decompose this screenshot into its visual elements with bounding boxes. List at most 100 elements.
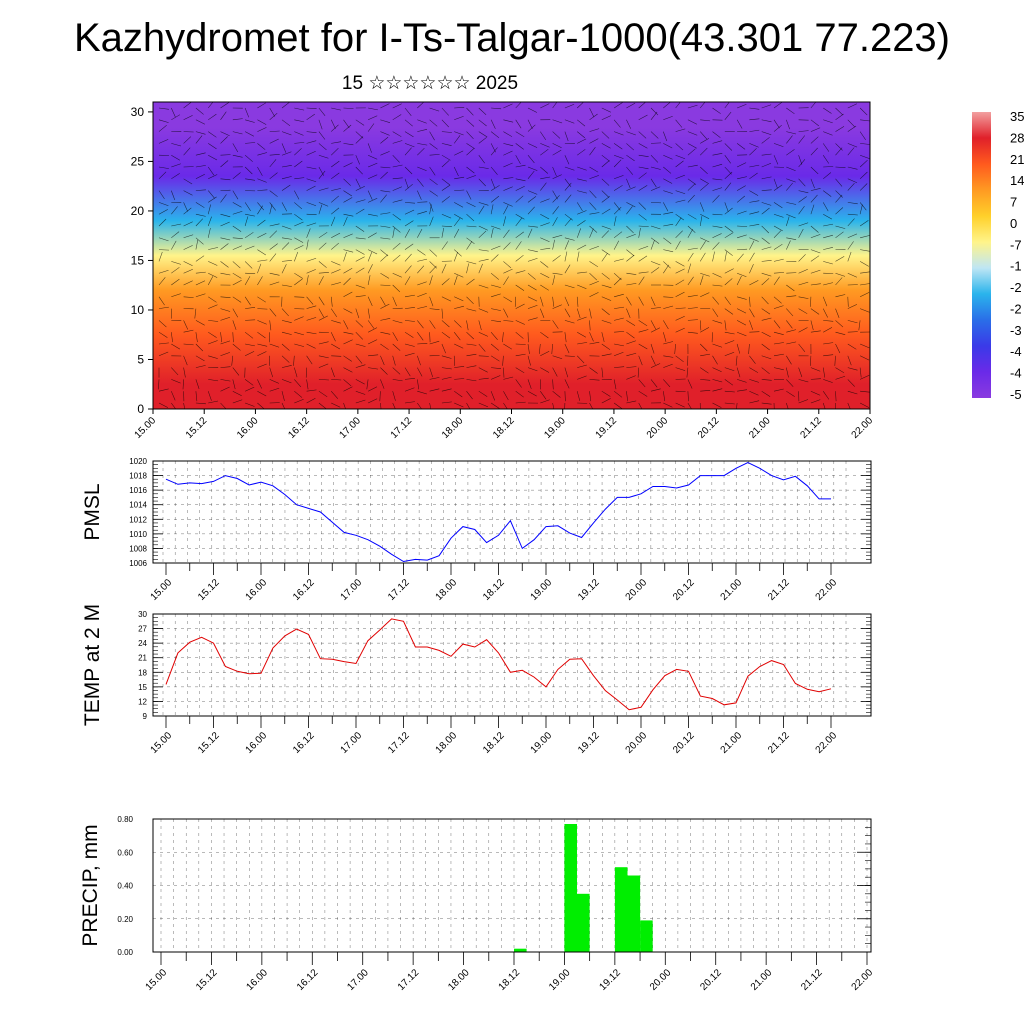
precip-x-tick: 20.00: [648, 967, 674, 993]
pmsl-x-tick: 17.12: [386, 577, 412, 603]
precip-x-tick: 22.00: [850, 967, 876, 993]
temp-series-line: [165, 618, 832, 711]
heatmap-x-tick: 20.00: [645, 415, 671, 441]
temp-y-tick: 18: [138, 668, 147, 677]
precip-x-tick: 20.12: [698, 967, 724, 993]
pmsl-x-tick: 21.00: [719, 577, 745, 603]
colorbar-label: 0: [1010, 216, 1017, 231]
temp-x-tick: 18.12: [481, 730, 507, 756]
heatmap-y-tick: 10: [131, 303, 145, 317]
colorbar-label: 28: [1010, 130, 1024, 145]
colorbar: 35 28 21 14 7 0 -7 -1 -2 -2 -3 -4 -4 -5: [972, 109, 1024, 402]
pmsl-x-tick: 18.00: [434, 577, 460, 603]
pmsl-x-tick: 19.00: [529, 577, 555, 603]
precip-x-tick: 15.00: [144, 967, 170, 993]
heatmap-x-tick: 20.12: [696, 415, 722, 441]
precip-x-tick: 18.00: [446, 967, 472, 993]
precip-bar: [614, 867, 628, 952]
precip-x-tick: 16.12: [295, 967, 321, 993]
pmsl-x-tick: 19.12: [576, 577, 602, 603]
temp-y-tick: 24: [138, 639, 147, 648]
heatmap-x-tick: 21.12: [798, 415, 824, 441]
pmsl-x-tick: 15.12: [196, 577, 222, 603]
pmsl-y-tick: 1006: [129, 559, 147, 568]
temp-ylabel: TEMP at 2 M: [81, 604, 104, 726]
pmsl-y-tick: 1014: [129, 501, 147, 510]
pmsl-x-tick: 20.00: [624, 577, 650, 603]
temp-x-tick: 18.00: [434, 730, 460, 756]
temp-x-tick: 21.12: [766, 730, 792, 756]
heatmap-x-tick: 17.00: [338, 415, 364, 441]
temp-y-tick: 12: [138, 697, 147, 706]
pmsl-panel: 1006 1008 1010 1012 1014 1016 1018 1020 15.00 15.…: [81, 457, 872, 603]
precip-x-tick: 19.00: [547, 967, 573, 993]
temp-x-tick: 15.00: [149, 730, 175, 756]
temp-x-tick: 16.12: [291, 730, 317, 756]
precip-bar: [640, 920, 653, 952]
temp-panel: 9 12 15 18 21 24 27 30 15.00 15.12 16.00 16.12 17.00…: [81, 604, 872, 756]
precip-x-tick: 19.12: [598, 967, 624, 993]
wind-vectors: [158, 102, 870, 409]
temp-y-tick: 30: [138, 610, 147, 619]
heatmap-y-tick: 5: [137, 352, 144, 366]
colorbar-label: -7: [1010, 237, 1022, 252]
precip-y-tick: 0.40: [117, 882, 133, 891]
temp-x-tick: 19.12: [576, 730, 602, 756]
heatmap-x-tick: 15.00: [133, 415, 159, 441]
precip-x-tick: 17.00: [345, 967, 371, 993]
pmsl-y-tick: 1012: [129, 515, 147, 524]
temp-y-tick: 27: [138, 625, 147, 634]
pmsl-y-tick: 1008: [129, 544, 147, 553]
precip-x-tick: 21.00: [749, 967, 775, 993]
heatmap-x-tick: 22.00: [850, 415, 876, 441]
pmsl-x-tick: 20.12: [671, 577, 697, 603]
pmsl-y-tick: 1020: [129, 457, 147, 466]
heatmap-y-tick: 15: [131, 253, 145, 267]
precip-ylabel: PRECIP, mm: [79, 824, 102, 946]
heatmap-y-tick: 30: [131, 105, 145, 119]
colorbar-label: -4: [1010, 344, 1022, 359]
pmsl-x-tick: 15.00: [149, 577, 175, 603]
heatmap-x-tick: 21.00: [747, 415, 773, 441]
temp-x-tick: 20.12: [671, 730, 697, 756]
precip-bar: [564, 824, 577, 952]
heatmap-y-tick: 0: [137, 402, 144, 416]
heatmap-y-tick: 25: [131, 154, 145, 168]
colorbar-label: -2: [1010, 301, 1022, 316]
heatmap-x-tick: 16.12: [286, 415, 312, 441]
pmsl-ylabel: PMSL: [81, 483, 104, 540]
precip-y-tick: 0.60: [117, 848, 133, 857]
heatmap-x-tick: 19.00: [542, 415, 568, 441]
precip-x-tick: 18.12: [497, 967, 523, 993]
heatmap-y-tick: 20: [131, 204, 145, 218]
colorbar-label: -5: [1010, 387, 1022, 402]
heatmap-x-tick: 17.12: [389, 415, 415, 441]
temp-y-tick: 21: [138, 654, 147, 663]
pmsl-y-tick: 1016: [129, 486, 147, 495]
colorbar-label: -3: [1010, 323, 1022, 338]
temp-x-tick: 17.00: [339, 730, 365, 756]
colorbar-label: -4: [1010, 366, 1022, 381]
colorbar-label: -1: [1010, 259, 1022, 274]
precip-x-tick: 15.12: [194, 967, 220, 993]
colorbar-scale: [972, 112, 991, 398]
pmsl-x-tick: 16.00: [244, 577, 270, 603]
colorbar-label: 14: [1010, 173, 1024, 188]
temp-x-tick: 16.00: [244, 730, 270, 756]
heatmap-panel: 0 5 10 15 20 25 30 15.00 15.12 16.00 16.12 17.00 17.…: [131, 101, 876, 441]
heatmap-field: [153, 102, 870, 409]
temp-x-tick: 17.12: [386, 730, 412, 756]
chart-title: Kazhydromet for I-Ts-Talgar-1000(43.301 …: [73, 16, 950, 60]
colorbar-label: 7: [1010, 195, 1017, 210]
temp-y-tick: 15: [138, 683, 147, 692]
colorbar-label: 35: [1010, 109, 1024, 124]
pmsl-x-tick: 22.00: [814, 577, 840, 603]
temp-x-tick: 21.00: [719, 730, 745, 756]
precip-y-tick: 0.80: [117, 815, 133, 824]
heatmap-x-tick: 18.12: [491, 415, 517, 441]
precip-bar: [627, 875, 641, 952]
temp-x-tick: 15.12: [196, 730, 222, 756]
precip-y-tick: 0.20: [117, 915, 133, 924]
heatmap-x-tick: 19.12: [594, 415, 620, 441]
